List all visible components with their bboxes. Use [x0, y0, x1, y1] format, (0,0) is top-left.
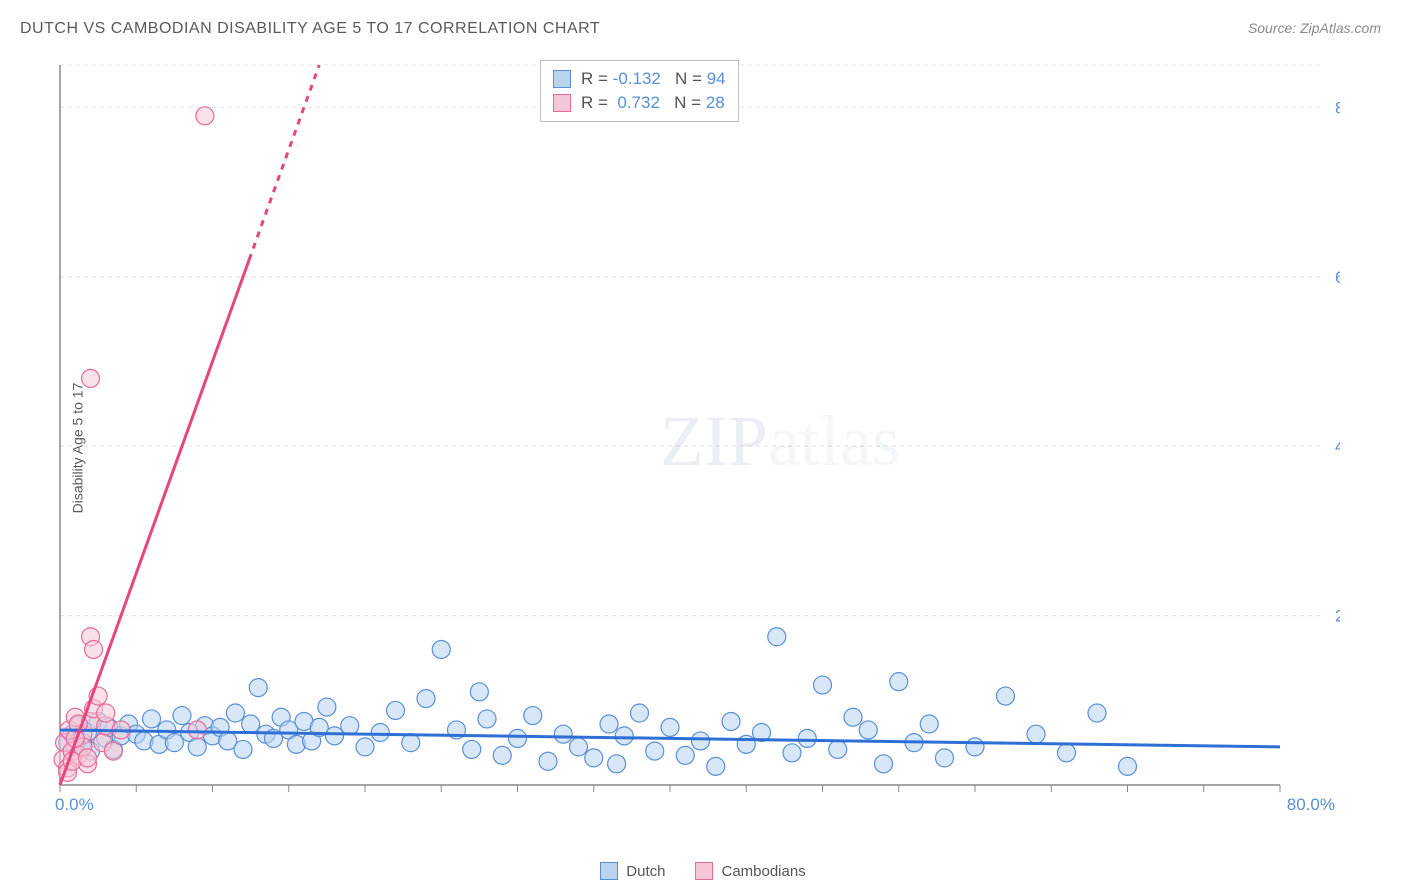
data-point: [1027, 725, 1045, 743]
data-point: [97, 704, 115, 722]
legend-item: Cambodians: [695, 862, 805, 880]
data-point: [1119, 757, 1137, 775]
trendline: [60, 260, 249, 785]
data-point: [509, 729, 527, 747]
plot-area: 20.0% 40.0% 60.0% 80.0% 0.0% 80.0%: [50, 55, 1340, 835]
data-point: [417, 690, 435, 708]
data-point: [661, 718, 679, 736]
legend-label: Dutch: [626, 863, 665, 880]
stat-text: R = -0.132 N = 94: [581, 69, 726, 89]
data-point: [539, 752, 557, 770]
data-point: [104, 742, 122, 760]
data-point: [493, 746, 511, 764]
data-point: [188, 738, 206, 756]
data-point: [249, 679, 267, 697]
data-point: [631, 704, 649, 722]
stat-legend-row: R = 0.732 N = 28: [553, 91, 726, 115]
data-point: [82, 369, 100, 387]
data-point: [1058, 744, 1076, 762]
chart-title: DUTCH VS CAMBODIAN DISABILITY AGE 5 TO 1…: [20, 20, 600, 38]
legend-swatch: [600, 862, 618, 880]
data-point: [173, 707, 191, 725]
data-point: [1088, 704, 1106, 722]
data-point: [615, 727, 633, 745]
data-point: [768, 628, 786, 646]
trendline-dashed: [249, 65, 319, 260]
data-point: [829, 740, 847, 758]
y-tick-label: 60.0%: [1335, 268, 1340, 287]
data-point: [356, 738, 374, 756]
data-point: [966, 738, 984, 756]
x-tick-label: 0.0%: [55, 795, 94, 814]
data-point: [859, 721, 877, 739]
data-point: [463, 740, 481, 758]
data-point: [226, 704, 244, 722]
stat-legend: R = -0.132 N = 94 R = 0.732 N = 28: [540, 60, 739, 122]
x-tick-label: 80.0%: [1287, 795, 1335, 814]
data-point: [783, 744, 801, 762]
legend-swatch: [553, 70, 571, 88]
data-point: [936, 749, 954, 767]
y-tick-label: 20.0%: [1335, 607, 1340, 626]
data-point: [997, 687, 1015, 705]
data-point: [722, 712, 740, 730]
data-point: [524, 707, 542, 725]
data-point: [165, 734, 183, 752]
data-point: [600, 715, 618, 733]
data-point: [570, 738, 588, 756]
legend-swatch: [553, 94, 571, 112]
data-point: [920, 715, 938, 733]
data-point: [432, 640, 450, 658]
data-point: [844, 708, 862, 726]
legend-swatch: [695, 862, 713, 880]
y-tick-label: 40.0%: [1335, 437, 1340, 456]
data-point: [196, 107, 214, 125]
data-point: [875, 755, 893, 773]
data-point: [554, 725, 572, 743]
data-point: [707, 757, 725, 775]
data-point: [371, 723, 389, 741]
data-point: [387, 701, 405, 719]
data-point: [318, 698, 336, 716]
data-point: [890, 673, 908, 691]
y-tick-label: 80.0%: [1335, 98, 1340, 117]
data-point: [470, 683, 488, 701]
data-point: [692, 732, 710, 750]
bottom-legend: Dutch Cambodians: [0, 862, 1406, 880]
data-point: [608, 755, 626, 773]
data-point: [646, 742, 664, 760]
data-point: [242, 715, 260, 733]
data-point: [478, 710, 496, 728]
chart-svg: 20.0% 40.0% 60.0% 80.0% 0.0% 80.0%: [50, 55, 1340, 835]
data-point: [188, 721, 206, 739]
data-point: [85, 640, 103, 658]
data-point: [341, 717, 359, 735]
data-point: [143, 710, 161, 728]
data-point: [798, 729, 816, 747]
legend-label: Cambodians: [721, 863, 805, 880]
data-point: [814, 676, 832, 694]
source-attribution: Source: ZipAtlas.com: [1248, 20, 1381, 36]
stat-legend-row: R = -0.132 N = 94: [553, 67, 726, 91]
data-point: [326, 727, 344, 745]
data-point: [676, 746, 694, 764]
data-point: [234, 740, 252, 758]
stat-text: R = 0.732 N = 28: [581, 93, 725, 113]
legend-item: Dutch: [600, 862, 665, 880]
data-point: [585, 749, 603, 767]
data-point: [78, 749, 96, 767]
